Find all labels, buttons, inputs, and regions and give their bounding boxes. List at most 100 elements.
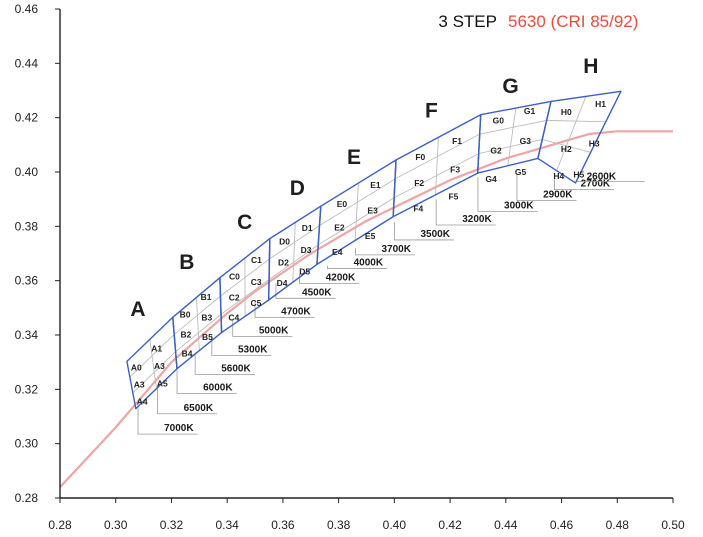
bin-g-cell-3: G3 <box>520 136 532 146</box>
bin-g-cell-4: G4 <box>485 174 497 184</box>
y-tick-label-9: 0.46 <box>15 2 39 16</box>
cct-callout-3500k-leader <box>393 222 454 241</box>
cct-callout-7000k-label: 7000K <box>164 423 194 434</box>
bin-g-grid-horizontal-1 <box>479 119 547 135</box>
bin-g-grid-vertical <box>507 107 517 166</box>
bin-b-cell-0: B0 <box>180 310 191 320</box>
bin-f-cell-5: F5 <box>448 191 458 201</box>
bin-b-grid-horizontal-2 <box>175 313 222 352</box>
bin-label-layer: A A0 A1 A3 A3 A4 A5 B B0 B1 B2 B3 B4 B5 C C0 C1 C2 C3 C4 C5 D… <box>130 55 606 406</box>
bin-g-cell-2: G2 <box>490 145 502 155</box>
cct-callout-5300k-leader <box>211 335 272 356</box>
cct-callout-4500k-leader <box>275 283 336 299</box>
bin-d-cell-1: D1 <box>302 223 313 233</box>
y-tick-label-4: 0.36 <box>15 274 39 288</box>
bin-e-cell-0: E0 <box>337 199 348 209</box>
cct-callout-2900k-leader <box>516 174 577 201</box>
x-tick-label-9: 0.46 <box>550 518 574 532</box>
bin-h-grid-horizontal-1 <box>546 119 606 123</box>
bin-d-grid-horizontal-2 <box>268 244 319 280</box>
x-tick-label-11: 0.50 <box>661 518 685 532</box>
cct-callout-3200k-label: 3200K <box>462 214 492 225</box>
locus-line-0 <box>59 130 673 488</box>
bin-f-cell-2: F2 <box>414 178 424 188</box>
cct-callout-7000k-leader <box>137 405 198 435</box>
bin-h-cell-2: H2 <box>561 144 572 154</box>
bin-d-cell-2: D2 <box>278 257 289 267</box>
y-tick-label-8: 0.44 <box>15 56 39 70</box>
chart-subtitle: 5630 (CRI 85/92) <box>508 12 638 31</box>
cct-callout-4200k-label: 4200K <box>326 272 356 283</box>
bin-e-cell-3: E3 <box>367 206 378 216</box>
bin-e-label: E <box>347 146 361 169</box>
y-tick-label-3: 0.34 <box>15 328 39 342</box>
bin-e-cell-4: E4 <box>332 247 343 257</box>
bin-h-grid-horizontal-2 <box>542 138 591 153</box>
bin-f-grid-horizontal-2 <box>393 153 479 199</box>
bin-c-cell-0: C0 <box>229 272 240 282</box>
bin-b-label: B <box>179 251 194 274</box>
x-tick-label-5: 0.38 <box>327 518 351 532</box>
bin-g-label: G <box>502 75 518 98</box>
bin-h-outline <box>537 90 622 184</box>
chart-title: 3 STEP <box>438 12 497 31</box>
y-tick-label-7: 0.42 <box>15 111 39 125</box>
x-tick-label-2: 0.32 <box>160 518 184 532</box>
bin-c-cell-2: C2 <box>229 293 240 303</box>
y-tick-label-1: 0.30 <box>15 437 39 451</box>
bin-c-cell-5: C5 <box>250 298 261 308</box>
cct-callout-3700k-leader <box>354 248 415 256</box>
bin-h-cell-3: H3 <box>589 138 600 148</box>
y-tick-label-0: 0.28 <box>15 491 39 505</box>
cct-callout-3000k-label: 3000K <box>504 200 534 211</box>
bin-c-cell-1: C1 <box>251 255 262 265</box>
cct-callout-3200k-leader <box>435 199 496 226</box>
cct-callout-2700k-leader <box>554 178 615 191</box>
bin-c-cell-3: C3 <box>251 277 262 287</box>
x-tick-label-10: 0.48 <box>606 518 630 532</box>
bin-a-cell-2: A3 <box>134 380 145 390</box>
bin-c-grid-horizontal-2 <box>220 279 270 315</box>
x-tick-label-8: 0.44 <box>494 518 518 532</box>
bin-f-grid-horizontal-1 <box>394 133 480 180</box>
bin-b-cell-1: B1 <box>201 292 212 302</box>
x-tick-label-4: 0.36 <box>271 518 295 532</box>
bin-f-cell-1: F1 <box>452 136 462 146</box>
bin-a-label: A <box>130 298 145 321</box>
bin-h-label: H <box>583 55 598 78</box>
bin-h-grid-vertical <box>556 96 587 171</box>
cct-callout-2900k-label: 2900K <box>543 190 573 201</box>
cct-callout-6500k-leader <box>157 386 218 415</box>
bin-e-cell-5: E5 <box>365 231 376 241</box>
bin-h-cell-4: H4 <box>553 171 564 181</box>
cct-callout-5300k-label: 5300K <box>238 344 268 355</box>
bin-a-cell-3: A3 <box>154 361 165 371</box>
bin-b-cell-3: B3 <box>201 313 212 323</box>
cct-callout-2600k-label: 2600K <box>587 172 617 183</box>
cct-callout-layer: 7000K 6500K 6000K 5600K 5300K 5000K 4700K 4500K… <box>137 172 645 435</box>
bin-f-cell-0: F0 <box>415 152 425 162</box>
bin-h-cell-0: H0 <box>561 107 572 117</box>
cct-callout-2700k-label: 2700K <box>581 179 611 190</box>
cct-callout-6500k-label: 6500K <box>184 403 214 414</box>
x-tick-label-0: 0.28 <box>48 518 72 532</box>
bin-d-cell-4: D4 <box>277 278 288 288</box>
cct-callout-5600k-leader <box>194 352 255 375</box>
bin-d-cell-5: D5 <box>299 266 310 276</box>
cct-callout-4700k-label: 4700K <box>281 306 311 317</box>
bin-d-cell-3: D3 <box>301 245 312 255</box>
axis-tick-layer: 0.28 0.30 0.32 0.34 0.36 0.38 0.40 0.42 0.44 0.46… <box>15 2 685 532</box>
bin-d-grid-vertical <box>292 222 296 283</box>
y-tick-label-2: 0.32 <box>15 382 39 396</box>
bin-b-grid-vertical <box>195 297 200 351</box>
x-tick-label-6: 0.40 <box>383 518 407 532</box>
bin-d-grid-horizontal-1 <box>269 225 320 260</box>
cct-callout-4700k-leader <box>254 301 315 318</box>
bin-b-cell-4: B4 <box>182 348 193 358</box>
bin-c-label: C <box>237 211 252 234</box>
bin-a-cell-5: A5 <box>157 379 168 389</box>
bin-f-grid-vertical <box>435 137 439 195</box>
bin-h-cell-5: H5 <box>573 170 584 180</box>
y-tick-label-5: 0.38 <box>15 219 39 233</box>
